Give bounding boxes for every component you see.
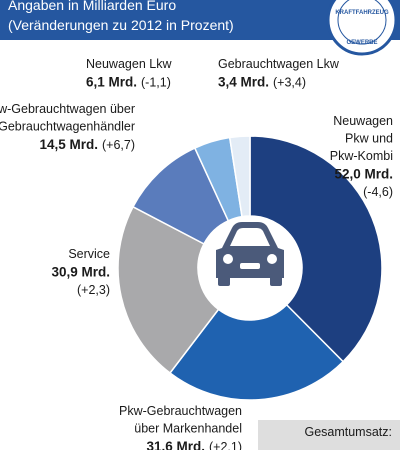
total-box (258, 420, 400, 450)
change-label: (-4,6) (363, 185, 393, 199)
car-light (267, 254, 277, 264)
donut-segment (228, 135, 251, 218)
change-label: (+3,4) (273, 76, 306, 90)
donut-segment (117, 205, 220, 375)
car-body (216, 222, 284, 278)
value-label: 14,5 Mrd. (39, 137, 98, 152)
category-label: Pkw-Gebrauchtwagen überGebrauchtwagenhän… (0, 102, 135, 134)
value-text: 14,5 Mrd. (+6,7) (39, 137, 135, 152)
logo-inner (337, 0, 387, 45)
value-label: 30,9 Mrd. (51, 265, 110, 280)
car-window (230, 228, 270, 246)
logo-text: GEWERBE (346, 40, 377, 46)
category-label: Neuwagen Lkw (86, 57, 172, 71)
donut-segment (168, 303, 345, 401)
value-text: 31,6 Mrd. (+2,1) (146, 439, 242, 450)
value-label: 6,1 Mrd. (86, 75, 137, 90)
change-label: (+2,3) (77, 283, 110, 297)
value-label: 3,4 Mrd. (218, 75, 269, 90)
logo: KRAFTFAHRZEUG GEWERBE (326, 0, 398, 56)
car-wheel (270, 276, 282, 286)
subtitle: (Veränderungen zu 2012 in Prozent) (8, 17, 234, 33)
value-text: 6,1 Mrd. (-1,1) (86, 75, 171, 90)
change-label: (+6,7) (102, 138, 135, 152)
total-label: Gesamtumsatz: (304, 425, 392, 439)
logo-text: KRAFTFAHRZEUG (335, 10, 389, 16)
car-icon (216, 222, 284, 286)
category-label: Gebrauchtwagen Lkw (218, 57, 340, 71)
car-wheel (218, 276, 230, 286)
category-label: Neuwagen Pkw und Pkw-Kombi (330, 114, 393, 163)
donut (117, 135, 383, 401)
value-label: 52,0 Mrd. (334, 167, 393, 182)
change-label: (+2,1) (209, 440, 242, 450)
value-label: 31,6 Mrd. (146, 439, 205, 450)
subtitle: Angaben in Milliarden Euro (8, 0, 176, 13)
car-grille (240, 263, 260, 269)
logo-ring (326, 0, 398, 56)
car-light (223, 254, 233, 264)
value-text: 3,4 Mrd. (+3,4) (218, 75, 306, 90)
donut-segment (249, 135, 383, 363)
category-label: Pkw-Gebrauchtwagen über Markenhandel (119, 404, 242, 436)
change-label: (-1,1) (141, 76, 171, 90)
category-label: Service (68, 247, 110, 261)
